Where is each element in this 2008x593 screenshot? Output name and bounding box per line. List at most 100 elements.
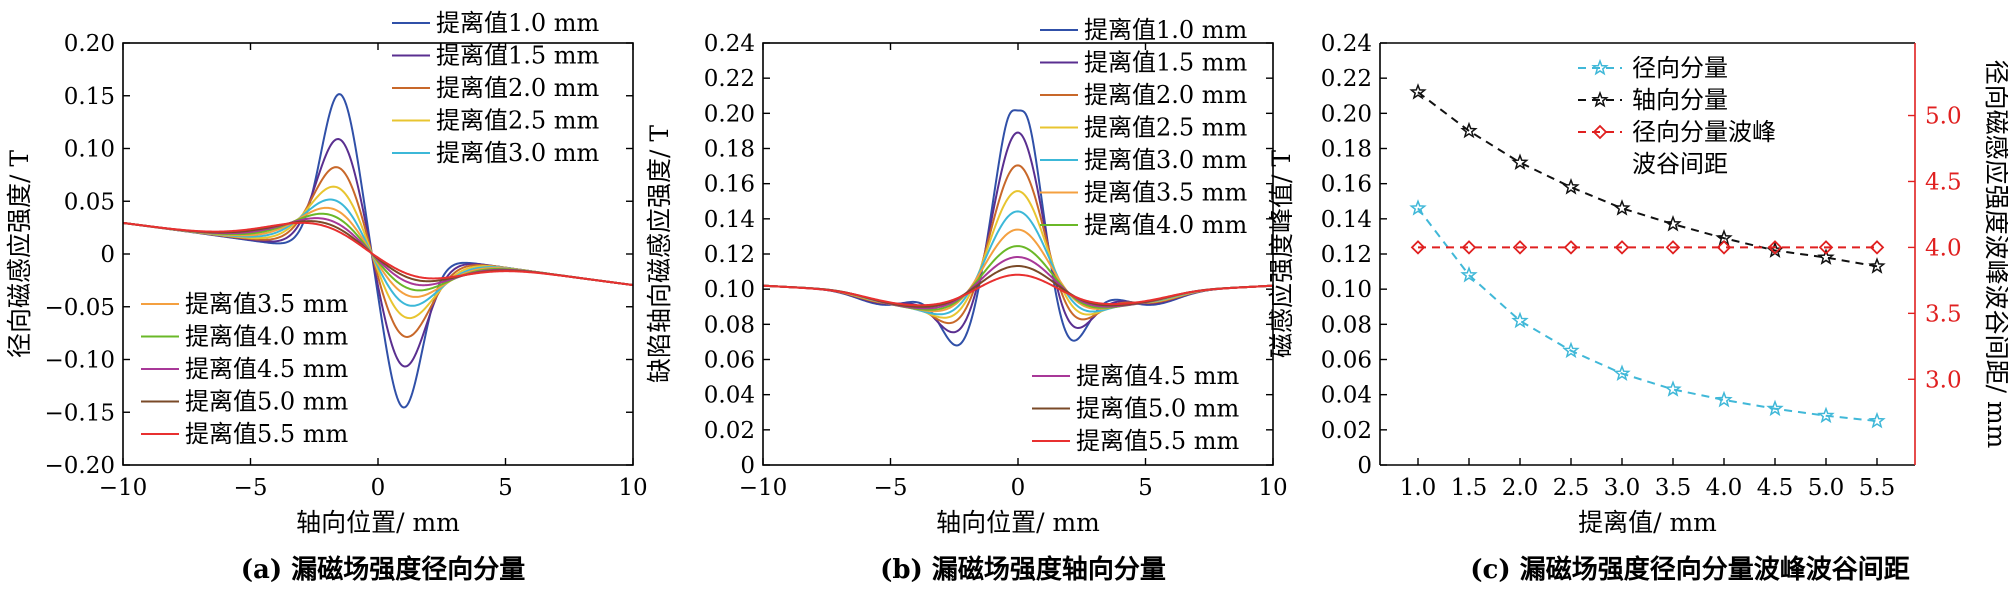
data-point-diamond (1869, 240, 1885, 255)
legend-label: 提离值5.0 mm (1076, 395, 1240, 423)
data-point-star (1409, 83, 1427, 100)
x-tick-label: 0 (371, 475, 386, 501)
y-axis-label: 径向磁感应强度/ T (5, 150, 34, 358)
y-tick-label: 0 (1357, 453, 1372, 479)
series-line (1417, 91, 1878, 268)
x-tick-label: 0 (1011, 475, 1026, 501)
y-tick-label: 0.20 (704, 101, 755, 127)
legend-label: 提离值5.0 mm (185, 388, 349, 416)
y-tick-label: 0.22 (704, 66, 755, 92)
legend-label: 提离值3.5 mm (1084, 179, 1248, 207)
x-axis-label: 轴向位置/ mm (936, 508, 1100, 537)
data-point-star (1868, 411, 1886, 429)
panel-caption: (c) 漏磁场强度径向分量波峰波谷间距 (1470, 554, 1910, 585)
y-tick-label: 0.08 (1321, 312, 1372, 338)
legend-label: 提离值1.5 mm (436, 42, 600, 70)
data-point-star (1613, 364, 1631, 381)
data-point-star (1868, 257, 1886, 274)
data-point-star (1460, 265, 1478, 283)
y-tick-label: 0.14 (704, 207, 755, 233)
y-tick-label: 0.02 (1321, 418, 1372, 444)
y-axis-label: 缺陷轴向磁感应强度/ T (645, 125, 674, 383)
legend-label: 提离值5.5 mm (1076, 427, 1240, 455)
y-tick-label: 0.04 (1321, 383, 1372, 409)
x-tick-label: −10 (99, 475, 148, 501)
legend-label: 提离值1.0 mm (1084, 16, 1248, 44)
legend-label: 提离值4.0 mm (1084, 211, 1248, 239)
y-tick-label: 0.12 (1321, 242, 1372, 268)
y-tick-label: 0.10 (704, 277, 755, 303)
x-tick-label: 5 (498, 475, 513, 501)
data-point-diamond (1563, 240, 1579, 255)
data-point-star (1817, 406, 1835, 424)
data-point-star (1591, 58, 1609, 76)
x-tick-label: 2.5 (1553, 475, 1590, 501)
x-tick-label: 3.0 (1604, 475, 1641, 501)
series-line (762, 265, 1274, 308)
y-tick-label: 0.02 (704, 418, 755, 444)
data-point-diamond (1818, 240, 1834, 255)
legend-label: 提离值5.5 mm (185, 420, 349, 448)
x-tick-label: −10 (739, 475, 788, 501)
y-tick-label: 0.08 (704, 312, 755, 338)
y-tick-label: −0.15 (45, 400, 115, 426)
series-line (762, 245, 1274, 311)
data-point-diamond (1410, 240, 1426, 255)
legend-label: 提离值1.0 mm (436, 9, 600, 37)
y-right-tick-label: 4.0 (1925, 235, 1962, 261)
series-line (122, 221, 634, 287)
x-tick-label: 10 (618, 475, 647, 501)
legend-label: 提离值4.5 mm (1076, 362, 1240, 390)
legend-label: 提离值4.5 mm (185, 355, 349, 383)
data-point-star (1715, 390, 1733, 408)
legend-label: 提离值3.5 mm (185, 290, 349, 318)
y-tick-label: 0.14 (1321, 207, 1372, 233)
legend-label: 提离值4.0 mm (185, 323, 349, 351)
panel-caption: (b) 漏磁场强度轴向分量 (880, 554, 1166, 585)
data-point-star (1817, 248, 1835, 265)
x-tick-label: 10 (1258, 475, 1287, 501)
data-point-star (1664, 214, 1682, 232)
x-tick-label: 4.5 (1757, 475, 1794, 501)
y-right-tick-label: 3.5 (1925, 301, 1962, 327)
data-point-star (1613, 199, 1631, 216)
data-point-diamond (1614, 240, 1630, 255)
y-tick-label: 0.24 (704, 31, 755, 57)
data-point-diamond (1716, 240, 1732, 255)
y-right-tick-label: 4.5 (1925, 169, 1962, 195)
data-point-star (1664, 380, 1682, 397)
y-tick-label: 0.16 (1321, 172, 1372, 198)
data-point-diamond (1767, 240, 1783, 255)
plot-frame (762, 42, 1274, 466)
y-tick-label: 0.24 (1321, 31, 1372, 57)
data-point-diamond (1592, 124, 1608, 140)
series-line (762, 273, 1274, 307)
x-tick-label: 2.0 (1502, 475, 1539, 501)
panel-c-peak-valley-distance: 0 0.02 0.04 0.06 0.08 0.10 0.12 0.14 0.16 0.18 0.2… (1267, 31, 2008, 585)
y-tick-label: 0.22 (1321, 66, 1372, 92)
y-tick-label: 0.18 (1321, 137, 1372, 163)
legend-label: 提离值2.5 mm (1084, 114, 1248, 142)
x-tick-label: −5 (234, 475, 268, 501)
y-tick-label: −0.05 (45, 295, 115, 321)
legend-label: 提离值3.0 mm (1084, 146, 1248, 174)
data-point-star (1511, 153, 1529, 170)
y-tick-label: 0.06 (1321, 348, 1372, 374)
y-tick-label: 0.10 (64, 137, 115, 163)
y-right-tick-label: 5.0 (1925, 104, 1962, 130)
y-axis-label: 磁感应强度峰值/ T (1267, 150, 1296, 358)
panel-a-radial-component: −0.20 −0.15 −0.10 −0.05 0 0.05 0.10 0.15 0.20 −10… (5, 9, 648, 585)
y-tick-label: 0.12 (704, 242, 755, 268)
y-tick-label: 0.04 (704, 383, 755, 409)
data-point-star (1511, 311, 1529, 329)
legend-label: 径向分量 (1632, 54, 1728, 82)
y-tick-label: 0.10 (1321, 277, 1372, 303)
y-tick-label: 0 (740, 453, 755, 479)
legend-label: 提离值2.0 mm (436, 74, 600, 102)
x-tick-label: 5.5 (1859, 475, 1896, 501)
x-tick-label: 1.0 (1400, 475, 1437, 501)
x-tick-label: 5 (1138, 475, 1153, 501)
legend-label: 轴向分量 (1632, 86, 1728, 114)
data-point-star (1591, 90, 1609, 108)
y-tick-label: 0.20 (64, 31, 115, 57)
